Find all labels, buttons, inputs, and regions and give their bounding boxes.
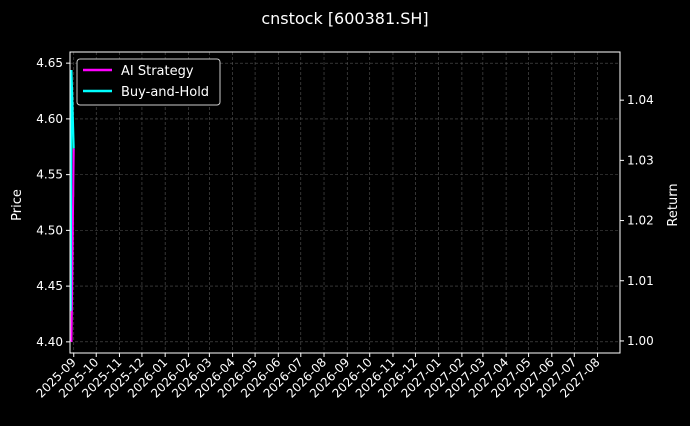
y-tick-label-left: 4.65: [36, 56, 63, 70]
legend: AI Strategy Buy-and-Hold: [76, 58, 221, 106]
y-tick-label-right: 1.01: [627, 274, 654, 288]
axes: 2025-092025-102025-112025-122026-012026-…: [34, 56, 654, 400]
series-line-ai-strategy: [70, 148, 75, 342]
y-tick-label-left: 4.50: [36, 223, 63, 237]
legend-label: AI Strategy: [121, 64, 194, 79]
y-tick-label-left: 4.55: [36, 168, 63, 182]
y-axis-label-right: Return: [666, 183, 681, 226]
series-line-buy-and-hold: [69, 70, 75, 311]
legend-box: [76, 58, 221, 106]
y-tick-label-left: 4.45: [36, 279, 63, 293]
y-tick-label-left: 4.60: [36, 112, 63, 126]
plot-frame: [69, 51, 621, 354]
chart-title: cnstock [600381.SH]: [261, 9, 428, 28]
y-tick-label-right: 1.04: [627, 93, 654, 107]
y-tick-label-right: 1.03: [627, 153, 654, 167]
y-tick-label-left: 4.40: [36, 335, 63, 349]
y-axis-label-left: Price: [10, 189, 25, 221]
y-tick-label-right: 1.02: [627, 214, 654, 228]
marks: [69, 70, 75, 342]
legend-label: Buy-and-Hold: [121, 85, 209, 100]
y-tick-label-right: 1.00: [627, 334, 654, 348]
